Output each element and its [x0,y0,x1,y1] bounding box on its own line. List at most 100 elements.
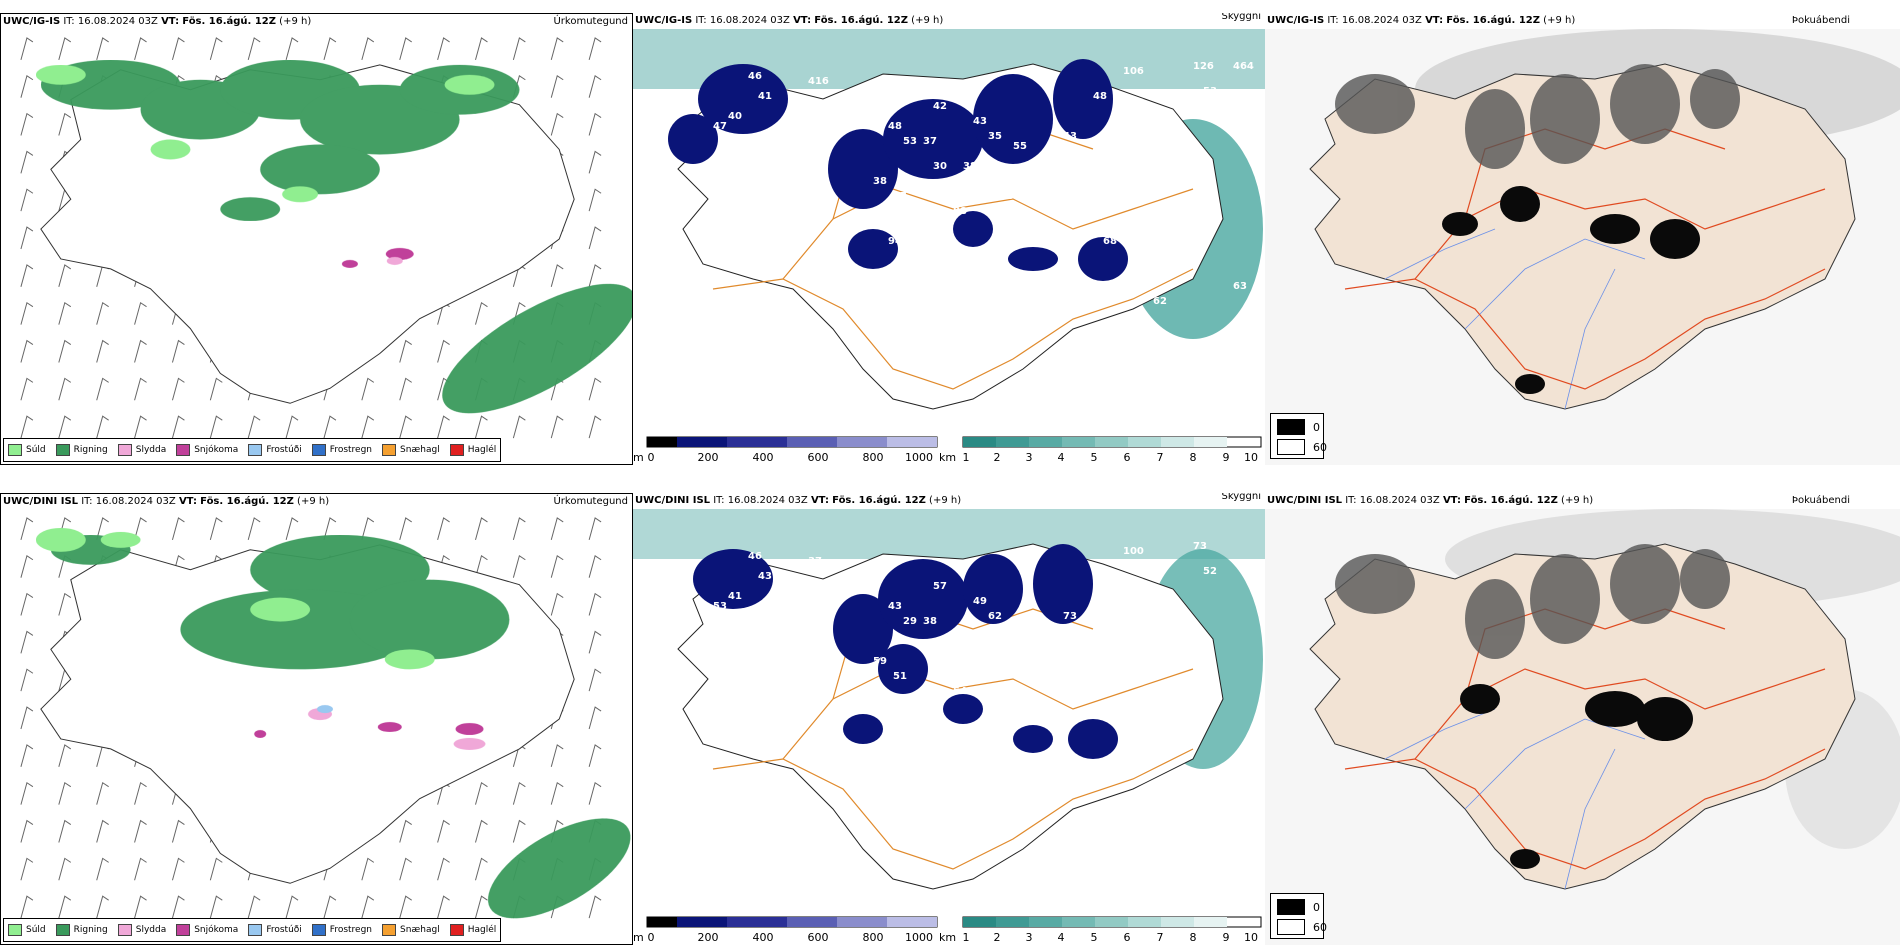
wind-barb [399,377,412,401]
precip-legend: Súld Rigning Slydda Snjókoma Frostúði Fr… [3,438,502,462]
wind-barb [588,150,602,174]
legend-item: Snæhagl [382,924,440,936]
visibility-value-label: 30 [933,161,947,172]
legend-item: Snjókoma [176,444,238,456]
panel-header: UWC/DINI ISL IT: 16.08.2024 03Z VT: Fös.… [1,494,632,510]
wind-barb [20,226,34,250]
lead-time: (+9 h) [297,496,330,507]
wind-barb [285,895,299,919]
visibility-value-label: 60 [963,261,977,272]
wind-barb [20,112,34,136]
wind-barb [134,301,147,325]
fog-label: 0 [1313,900,1320,914]
valid-time: Fös. 16.ágú. 12Z [814,15,908,26]
fog-panel-ig: UWC/IG-IS IT: 16.08.2024 03Z VT: Fös. 16… [1265,13,1900,465]
tick: 7 [1156,931,1164,944]
model-name: UWC/IG-IS [3,16,61,27]
legend-swatch [55,444,70,456]
wind-barb [550,37,564,60]
wind-barb [475,37,488,60]
visibility-value-label: 86 [1103,296,1117,307]
visibility-value-label: 46 [748,71,762,82]
legend-swatch [311,924,326,936]
wind-barb [20,668,34,692]
visibility-value-label: 55 [1013,141,1027,152]
wind-barb [20,264,34,287]
legend-label: Rigning [73,925,108,935]
wind-barb [399,37,412,60]
legend-swatch [248,924,263,936]
lead-time: (+9 h) [279,16,312,27]
tick: 2 [993,931,1001,944]
wind-barb [588,895,602,919]
wind-barb [588,226,602,250]
visibility-value-label: 100 [1083,211,1104,222]
vt-label: VT: [810,495,829,506]
model-name: UWC/DINI ISL [3,496,79,507]
wind-barb [58,339,72,363]
legend-item: Frostúði [248,444,302,456]
visibility-value-label: 126 [1193,61,1214,72]
visibility-map-svg: 46 416 66941405447494224454853423730433538… [633,29,1265,427]
wind-barb [361,415,375,439]
legend-item: Frostregn [311,444,372,456]
fog-panel-dini: UWC/DINI ISL IT: 16.08.2024 03Z VT: Fös.… [1265,493,1900,945]
visibility-value-label: 43 [973,116,987,127]
wind-barb [20,377,34,401]
legend-item: Frostregn [311,924,372,936]
wind-barb [437,517,450,540]
wind-barb [58,857,72,881]
ceiling-colorbar: m 0 200 400 600 800 1000 [633,435,939,465]
fog-legend-row: 60 [1277,919,1327,935]
visibility-value-label: 52 [1203,566,1217,577]
wind-barb [20,150,34,174]
wind-barb [58,264,72,287]
lead-time: (+9 h) [1543,15,1576,26]
visibility-value-label: 88 [953,206,967,217]
wind-barb [134,517,147,540]
wind-barb [134,895,147,919]
visibility-value-label: 83 [933,211,947,222]
legend-label: Haglél [467,925,497,935]
tick: 0 [647,451,655,464]
fog-swatch [1277,419,1305,435]
wind-barb [550,112,564,136]
wind-barb [475,554,488,578]
visibility-value-label: 55 [1173,181,1187,192]
fog-label: 60 [1313,920,1327,934]
model-name: UWC/IG-IS [635,15,693,26]
wind-barb [20,188,34,212]
visibility-value-label: 47 [993,671,1007,682]
wind-barb [285,517,299,540]
visibility-colorbar: km 1 2 3 4 5 6 7 8 9 10 [939,435,1265,465]
legend-item: Snjókoma [176,924,238,936]
tick: 1000 [905,451,933,464]
visibility-value-label: 33 [768,641,782,652]
visibility-value-label: 46 [1053,196,1067,207]
model-name: UWC/DINI ISL [1267,495,1343,506]
wind-barb [437,895,450,919]
fog-label: 60 [1313,440,1327,454]
wind-barb [209,377,223,401]
wind-barb [323,37,337,60]
tick: 4 [1057,451,1065,464]
wind-barb [58,592,72,616]
legend-item: Súld [8,444,46,456]
tick: 9 [1222,931,1230,944]
wind-barb [588,264,602,287]
visibility-value-label: 53 [713,601,727,612]
visibility-value-label: 54 [953,686,967,697]
it-label: IT: [81,496,93,507]
tick: 1 [962,451,970,464]
visibility-value-label: 29 [903,616,917,627]
legend-swatch [382,924,397,936]
wind-barb [20,301,34,325]
wind-barb [134,857,147,881]
wind-barb [399,857,412,881]
visibility-value-label: 43 [758,571,772,582]
wind-barb [588,37,602,60]
legend-label: Frostúði [266,925,302,935]
visibility-value-label: 42 [933,101,947,112]
wind-barb [550,744,564,767]
